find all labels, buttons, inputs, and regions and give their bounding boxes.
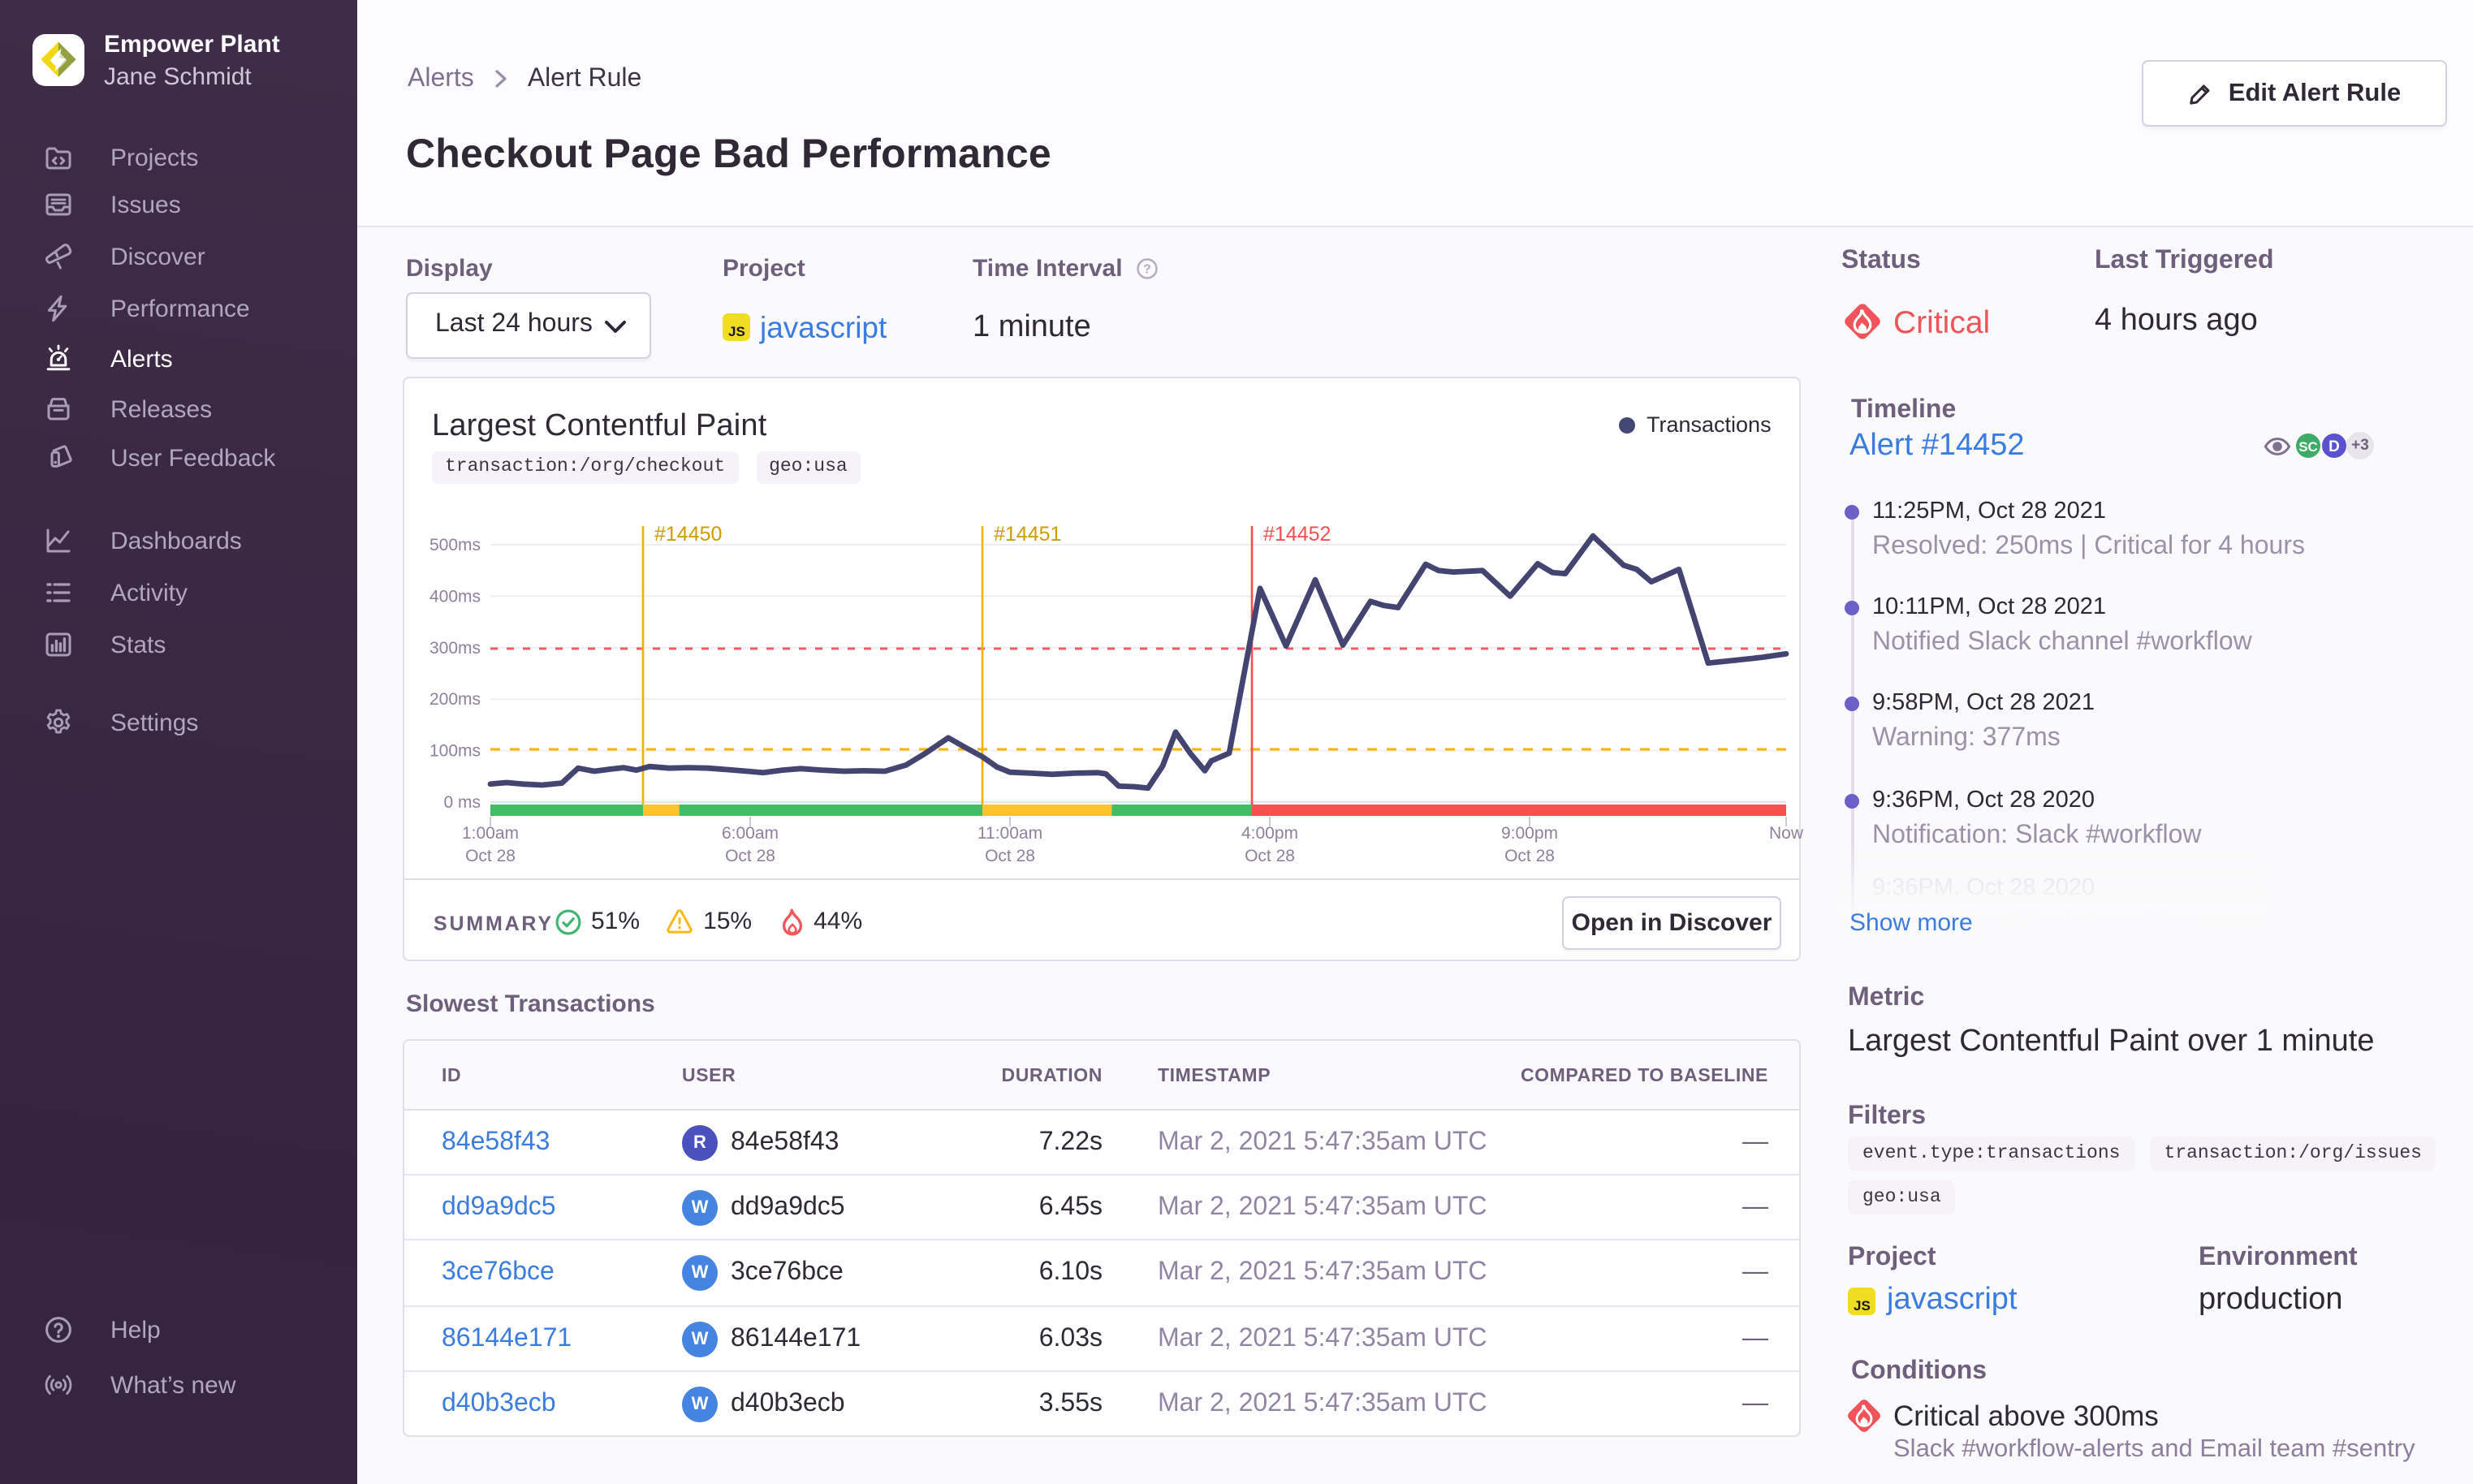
svg-text:100ms: 100ms [429, 742, 481, 761]
svg-text:200ms: 200ms [429, 690, 481, 709]
svg-text:Oct 28: Oct 28 [1245, 847, 1295, 865]
svg-text:4:00pm: 4:00pm [1241, 824, 1298, 843]
svg-text:11:00am: 11:00am [978, 824, 1042, 843]
svg-text:400ms: 400ms [429, 587, 481, 606]
svg-text:300ms: 300ms [429, 639, 481, 658]
svg-text:Oct 28: Oct 28 [985, 847, 1035, 865]
svg-text:9:00pm: 9:00pm [1501, 824, 1558, 843]
svg-text:Now: Now [1769, 824, 1804, 843]
svg-text:6:00am: 6:00am [722, 824, 779, 843]
svg-text:?: ? [1144, 263, 1152, 277]
svg-text:Oct 28: Oct 28 [1504, 847, 1555, 865]
svg-text:#14452: #14452 [1263, 523, 1331, 546]
svg-text:1:00am: 1:00am [462, 824, 519, 843]
svg-text:#14450: #14450 [654, 523, 722, 546]
svg-text:500ms: 500ms [429, 536, 481, 554]
svg-text:Oct 28: Oct 28 [465, 847, 516, 865]
svg-text:#14451: #14451 [994, 523, 1061, 546]
svg-text:0 ms: 0 ms [443, 793, 481, 812]
svg-text:Oct 28: Oct 28 [725, 847, 775, 865]
